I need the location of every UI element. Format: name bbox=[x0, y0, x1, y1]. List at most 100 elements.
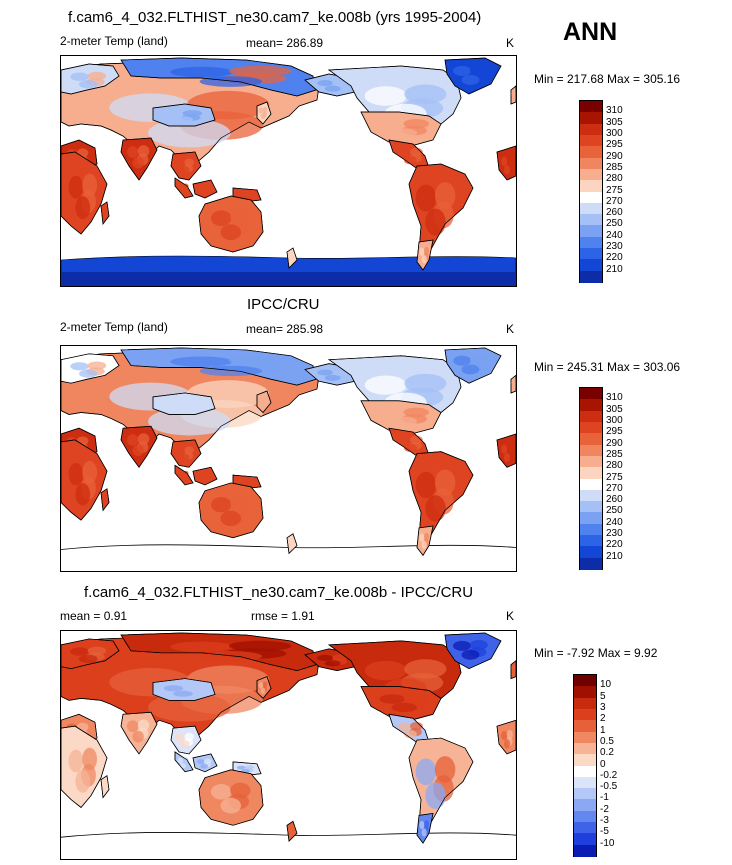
land-texture bbox=[324, 85, 341, 92]
colorbar-cell bbox=[580, 501, 602, 513]
land-texture bbox=[391, 128, 418, 138]
land-texture bbox=[199, 651, 263, 662]
land-texture bbox=[182, 110, 203, 117]
coastline-africa bbox=[61, 439, 108, 521]
coastline-s-america bbox=[408, 737, 474, 834]
coastline-australia bbox=[198, 769, 264, 826]
land-texture bbox=[503, 452, 511, 463]
colorbar-cell bbox=[580, 259, 602, 272]
land-texture bbox=[291, 537, 295, 543]
land-texture bbox=[87, 361, 107, 370]
colorbar-tick-label: 240 bbox=[606, 229, 623, 241]
land-texture bbox=[177, 184, 184, 190]
colorbar-cell bbox=[574, 731, 596, 744]
colorbar-tick-label: 260 bbox=[606, 494, 623, 506]
coastline-siberia bbox=[120, 632, 317, 672]
colorbar-tick-label: 250 bbox=[606, 505, 623, 517]
land-texture bbox=[173, 116, 193, 123]
colorbar-cell bbox=[580, 248, 602, 260]
land-texture bbox=[415, 758, 437, 786]
land-texture bbox=[258, 682, 264, 689]
land-texture bbox=[68, 463, 84, 486]
land-texture bbox=[87, 646, 107, 655]
coastline-s-america bbox=[408, 163, 474, 261]
colorbar-tick-label: 10 bbox=[600, 679, 612, 691]
colorbar-tick-label: 260 bbox=[606, 207, 623, 219]
land-texture bbox=[210, 497, 232, 513]
colorbar-cell bbox=[574, 844, 596, 857]
land-texture bbox=[419, 533, 425, 542]
coastline-nz bbox=[286, 247, 298, 269]
colorbar-cell bbox=[580, 410, 602, 423]
land-texture bbox=[425, 208, 446, 236]
land-texture bbox=[177, 471, 184, 477]
land-texture bbox=[182, 470, 189, 477]
land-texture bbox=[404, 373, 447, 394]
land-texture bbox=[403, 693, 430, 703]
panel3-rmse-label: rmse = 1.91 bbox=[251, 609, 315, 623]
colorbar-cell bbox=[580, 202, 602, 215]
land-texture bbox=[410, 147, 423, 157]
land-texture bbox=[210, 210, 232, 227]
land-texture bbox=[260, 401, 266, 408]
land-texture bbox=[398, 722, 411, 732]
land-texture bbox=[170, 66, 233, 78]
land-texture bbox=[245, 191, 255, 196]
land-texture bbox=[70, 362, 89, 371]
land-texture bbox=[258, 396, 264, 403]
land-texture bbox=[182, 183, 189, 190]
land-texture bbox=[196, 185, 205, 191]
colorbar-cell bbox=[574, 799, 596, 812]
land-texture bbox=[68, 749, 84, 773]
land-texture bbox=[220, 510, 242, 527]
colorbar-cell bbox=[574, 754, 596, 766]
land-texture bbox=[512, 90, 516, 96]
land-texture bbox=[260, 113, 266, 120]
land-texture bbox=[245, 765, 255, 770]
colorbar-tick-label: 310 bbox=[606, 105, 623, 117]
land-texture bbox=[78, 80, 98, 89]
land-texture bbox=[196, 472, 205, 478]
land-texture bbox=[434, 756, 456, 783]
coastline-borneo bbox=[192, 466, 218, 486]
colorbar-tick-label: 250 bbox=[606, 218, 623, 230]
land-texture bbox=[78, 654, 98, 664]
land-texture bbox=[103, 212, 107, 219]
land-texture bbox=[317, 654, 334, 661]
coastline-greenland bbox=[444, 57, 502, 95]
colorbar-cell bbox=[580, 388, 602, 400]
land-texture bbox=[404, 84, 447, 105]
colorbar-cell bbox=[580, 455, 602, 468]
land-texture bbox=[289, 830, 294, 837]
land-texture bbox=[228, 355, 292, 366]
land-texture bbox=[203, 184, 212, 190]
coastline-uk bbox=[510, 374, 516, 394]
coastline-s-america-tip bbox=[416, 525, 434, 556]
panel3-map bbox=[60, 630, 517, 860]
colorbar-cell bbox=[580, 146, 602, 159]
land-texture bbox=[200, 189, 209, 195]
land-texture bbox=[415, 471, 437, 499]
land-texture bbox=[199, 365, 263, 377]
land-texture bbox=[506, 443, 513, 453]
colorbar-cell bbox=[574, 686, 596, 699]
colorbar-cell bbox=[574, 833, 596, 846]
land-texture bbox=[245, 478, 255, 483]
land-texture bbox=[364, 660, 407, 681]
land-texture bbox=[236, 478, 246, 483]
colorbar-cell bbox=[580, 467, 602, 479]
land-texture bbox=[425, 782, 446, 809]
land-texture bbox=[175, 733, 185, 742]
land-texture bbox=[453, 65, 471, 77]
colorbar-tick-label: -2 bbox=[600, 803, 609, 815]
land-texture bbox=[230, 495, 251, 511]
land-texture bbox=[173, 404, 193, 411]
coastline-se-asia bbox=[170, 439, 202, 468]
colorbar-cell bbox=[580, 112, 602, 125]
coastline-madagascar bbox=[100, 201, 110, 225]
land-texture bbox=[461, 364, 480, 375]
colorbar-cell bbox=[580, 535, 602, 547]
land-texture bbox=[75, 483, 91, 506]
coastline-usa bbox=[360, 400, 442, 435]
land-texture bbox=[404, 443, 417, 453]
